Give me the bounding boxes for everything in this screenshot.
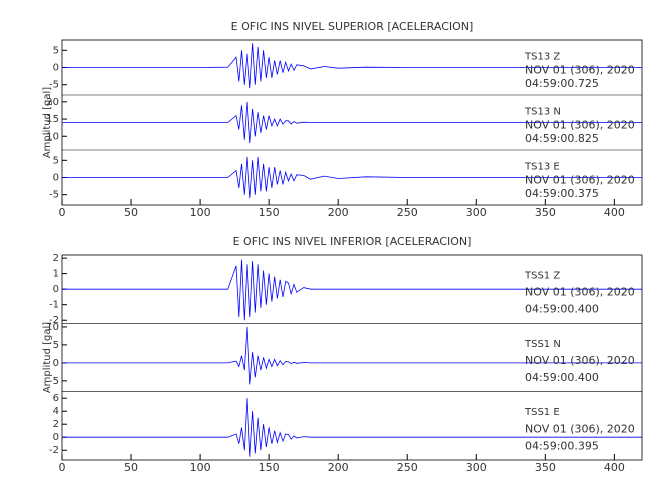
trace-time: 04:59:00.395 <box>525 439 599 452</box>
x-tick-label: 50 <box>124 461 138 474</box>
x-tick-label: 50 <box>124 206 138 219</box>
y-tick-label: -1 <box>49 300 59 311</box>
waveform <box>62 259 642 321</box>
y-tick-label: -5 <box>49 376 59 387</box>
waveform <box>62 156 642 199</box>
y-tick-label: -2 <box>49 445 59 456</box>
trace-time: 04:59:00.725 <box>525 77 599 90</box>
chart-title: E OFIC INS NIVEL SUPERIOR [ACELERACION] <box>231 20 474 33</box>
y-tick-label: 5 <box>53 45 59 56</box>
y-tick-label: 10 <box>46 131 59 142</box>
trace-name: TSS1 E <box>524 407 560 418</box>
x-tick-label: 100 <box>190 206 211 219</box>
trace-name: TS13 Z <box>524 52 560 63</box>
trace-time: 04:59:00.400 <box>525 371 599 384</box>
x-tick-label: 0 <box>59 461 66 474</box>
y-tick-label: 0 <box>53 173 59 184</box>
trace-date: NOV 01 (306), 2020 <box>525 173 635 186</box>
y-tick-label: 10 <box>46 322 59 333</box>
y-tick-label: 20 <box>46 97 59 108</box>
trace-time: 04:59:00.375 <box>525 187 599 200</box>
x-tick-label: 400 <box>604 461 625 474</box>
waveform <box>62 326 642 385</box>
x-tick-label: 350 <box>535 461 556 474</box>
trace-name: TS13 N <box>524 107 561 118</box>
y-tick-label: 5 <box>53 155 59 166</box>
y-tick-label: -5 <box>49 190 59 201</box>
waveform <box>62 43 642 89</box>
x-tick-label: 300 <box>466 461 487 474</box>
trace-date: NOV 01 (306), 2020 <box>525 63 635 76</box>
plot-frame <box>61 254 643 461</box>
y-tick-label: 0 <box>53 432 59 443</box>
y-tick-label: 1 <box>53 269 59 280</box>
y-tick-label: 15 <box>46 114 59 125</box>
x-tick-label: 150 <box>259 206 280 219</box>
trace-time: 04:59:00.825 <box>525 132 599 145</box>
x-tick-label: 100 <box>190 461 211 474</box>
trace-name: TSS1 N <box>524 339 561 350</box>
x-tick-label: 0 <box>59 206 66 219</box>
y-tick-label: 5 <box>53 340 59 351</box>
trace-name: TS13 E <box>524 162 560 173</box>
y-tick-label: 0 <box>53 358 59 369</box>
plot-frame <box>61 39 643 206</box>
y-axis-label: Amplitud [gal] <box>42 87 53 158</box>
y-tick-label: 4 <box>53 406 59 417</box>
trace-date: NOV 01 (306), 2020 <box>525 354 635 367</box>
y-tick-label: 6 <box>53 393 59 404</box>
waveform <box>62 101 642 144</box>
y-axis-label: Amplitud [gal] <box>42 322 53 393</box>
chart-title: E OFIC INS NIVEL INFERIOR [ACELERACION] <box>233 235 472 248</box>
trace-date: NOV 01 (306), 2020 <box>525 422 635 435</box>
trace-date: NOV 01 (306), 2020 <box>525 286 635 299</box>
x-tick-label: 250 <box>397 461 418 474</box>
x-tick-label: 200 <box>328 206 349 219</box>
trace-time: 04:59:00.400 <box>525 303 599 316</box>
waveform <box>62 398 642 457</box>
trace-date: NOV 01 (306), 2020 <box>525 118 635 131</box>
y-tick-label: 0 <box>53 63 59 74</box>
x-tick-label: 200 <box>328 461 349 474</box>
y-tick-label: 0 <box>53 284 59 295</box>
x-tick-label: 150 <box>259 461 280 474</box>
x-tick-label: 400 <box>604 206 625 219</box>
x-tick-label: 250 <box>397 206 418 219</box>
y-tick-label: 2 <box>53 253 59 264</box>
y-tick-label: -2 <box>49 315 59 326</box>
x-tick-label: 300 <box>466 206 487 219</box>
y-tick-label: 2 <box>53 419 59 430</box>
x-tick-label: 350 <box>535 206 556 219</box>
trace-name: TSS1 Z <box>524 271 560 282</box>
y-tick-label: -5 <box>49 80 59 91</box>
